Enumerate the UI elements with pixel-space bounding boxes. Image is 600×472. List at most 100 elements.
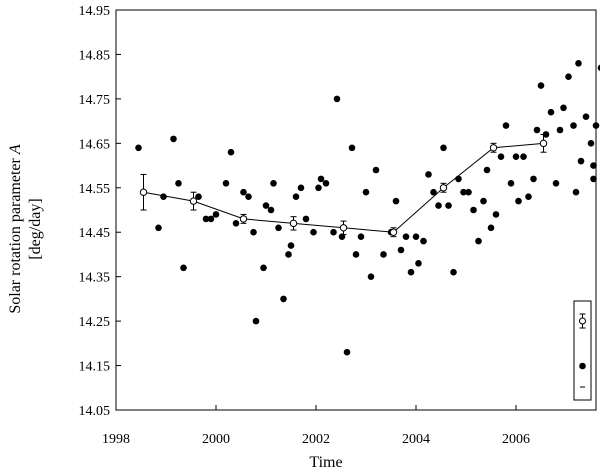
scatter-point [222,180,230,187]
scatter-point [440,144,447,152]
scatter-point [560,104,567,112]
scatter-point [135,144,142,152]
y-axis-title-symbol: A [7,144,24,155]
scatter-point [227,148,235,156]
scatter-point [240,188,247,196]
scatter-point [497,153,505,160]
y-tick-label: 14.55 [79,182,111,197]
scatter-point [530,175,537,183]
scatter-point [310,228,317,236]
scatter-point [195,193,202,200]
scatter-point [430,188,437,196]
scatter-point [270,180,277,187]
scatter-point [597,64,600,71]
y-axis-unit: [deg/day] [27,198,44,259]
scatter-point [212,211,220,218]
x-tick-label: 2004 [402,432,430,447]
scatter-point [575,60,582,67]
scatter-point [475,237,482,245]
scatter-point [412,233,420,240]
scatter-point [333,95,341,103]
scatter-point [533,126,541,134]
scatter-point [392,197,400,205]
y-tick-label: 14.65 [79,137,111,152]
scatter-point [415,260,422,267]
y-tick-label: 14.95 [79,4,111,19]
scatter-point [352,251,360,258]
x-tick-label: 2006 [502,432,530,447]
scatter-point [425,171,432,178]
x-ticks: 1998 2000 2002 2004 2006 [102,405,530,447]
y-tick-label: 14.15 [79,360,111,375]
x-axis-title: Time [309,454,342,471]
scatter-point [175,180,182,187]
scatter-point [267,206,275,214]
scatter-point [577,157,585,165]
scatter-point [525,193,532,200]
y-tick-label: 14.75 [79,93,111,108]
scatter-point [262,202,270,209]
scatter-point [556,126,564,134]
scatter-point [317,175,325,183]
scatter-point [170,135,177,143]
scatter-point [338,233,346,240]
scatter-point [397,246,405,254]
y-tick-label: 14.45 [79,226,111,241]
trend-point [539,139,548,148]
y-tick-label: 14.25 [79,315,111,330]
scatter-point [512,153,520,160]
scatter-point [380,251,387,258]
scatter-point [302,215,310,223]
scatter-point [330,228,337,236]
scatter-point [362,188,370,196]
x-tick-label: 2000 [202,432,230,447]
trend-point [339,224,348,232]
scatter-point [483,166,491,174]
scatter-point [285,251,292,258]
scatter-point [572,188,580,196]
scatter-point [582,113,590,120]
scatter-point [287,242,295,249]
scatter-point [260,264,267,272]
scatter-point [402,233,410,240]
scatter-point [587,140,595,147]
legend [573,300,592,401]
scatter-point [460,188,467,196]
scatter-point [590,162,597,169]
scatter-point [465,188,472,196]
x-tick-label: 2002 [302,432,330,447]
scatter-point [407,268,415,276]
y-tick-label: 14.05 [79,404,111,419]
plot-frame [115,9,597,411]
y-tick-label: 14.85 [79,48,111,63]
trend-point [239,215,248,223]
scatter-point [487,224,495,232]
scatter-point [552,180,560,187]
scatter-point [252,317,260,325]
scatter-point [155,224,162,232]
scatter-point [315,184,322,192]
trend-point [189,197,198,205]
y-tick-label: 14.35 [79,271,111,286]
y-ticks: 14.05 14.15 14.25 14.35 14.45 14.55 14.65 14.75… [79,4,121,419]
x-tick-label: 1998 [102,432,130,447]
trend-point [289,219,298,228]
trend-point [489,144,498,152]
scatter-point [297,184,305,192]
scatter-point [245,193,252,200]
scatter-point [275,224,282,232]
scatter-point [322,180,330,187]
trend-series [139,133,548,238]
scatter-point [547,108,555,116]
legend-filled-circle-symbol [579,362,586,370]
scatter-point [590,175,597,183]
scatter-point [520,153,527,160]
scatter-point [357,233,365,240]
scatter-series [135,60,600,356]
scatter-point [292,193,300,200]
scatter-point [592,122,600,129]
scatter-point [502,122,510,129]
scatter-point [445,202,452,209]
scatter-point [470,206,477,214]
